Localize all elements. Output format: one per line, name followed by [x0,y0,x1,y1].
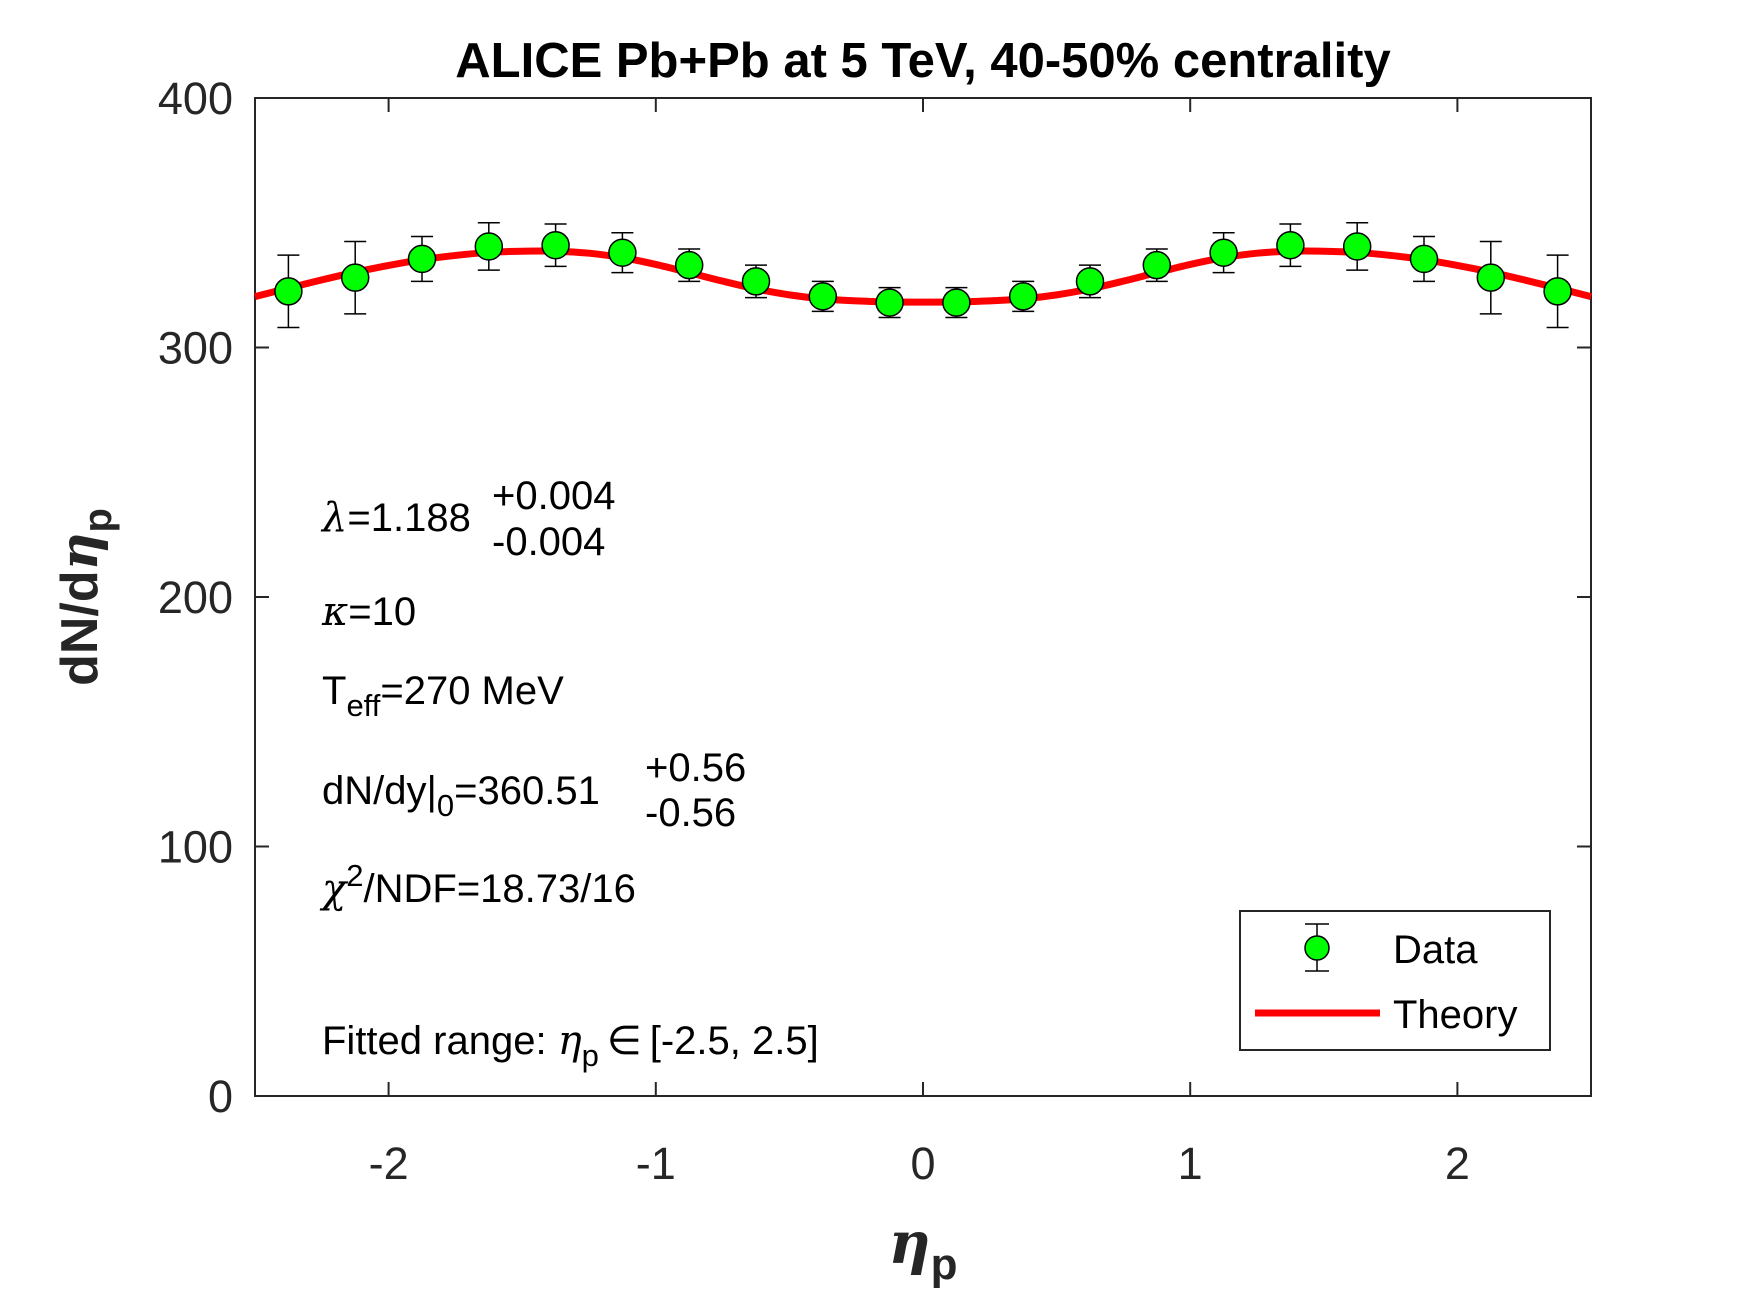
annotation-dndy-sup: +0.56 [645,746,746,790]
data-marker [407,244,437,274]
data-marker [608,238,637,267]
legend-label-data: Data [1393,928,1478,972]
legend-label-theory: Theory [1393,993,1518,1037]
data-point [1342,222,1372,271]
data-point [808,280,838,313]
y-axis-label: dN/dηp [49,508,120,686]
data-point [340,240,370,315]
data-marker [1008,282,1038,311]
y-tick-label: 200 [158,572,233,623]
data-marker [875,288,904,317]
x-axis-label: ηp [888,1209,957,1289]
data-point [1409,235,1439,283]
x-tick-label: 1 [1178,1138,1203,1189]
annotation-kappa: κ=10 [321,589,416,635]
data-marker [1476,263,1506,292]
data-marker [1142,250,1172,280]
data-marker [1543,277,1572,306]
data-point [1209,231,1238,274]
data-marker [541,230,570,260]
annotation-fitted-range: Fitted range: ηp ∈ [-2.5, 2.5] [322,1018,819,1073]
data-marker [1209,238,1238,267]
data-point [875,286,904,319]
annotation-dndy-sub: -0.56 [645,791,736,835]
data-point [1008,280,1038,313]
fit-annotations: λ=1.188 +0.004 -0.004 κ=10 Teff=270 MeV … [319,474,819,1073]
data-marker [1342,232,1372,261]
data-point [1543,254,1572,329]
data-point [674,248,704,283]
annotation-teff: Teff=270 MeV [322,669,564,723]
data-marker [808,282,838,311]
legend: Data Theory [1239,910,1551,1051]
y-tick-label: 300 [158,323,233,374]
data-point [274,254,303,329]
data-point [1476,240,1506,315]
data-marker [741,267,771,296]
legend-box [1239,910,1551,1051]
annotation-chi2: χ2/NDF=18.73/16 [319,858,636,912]
data-marker [1409,244,1439,274]
data-marker [340,263,370,292]
annotation-lambda-sup: +0.004 [492,474,615,518]
y-tick-label: 0 [208,1071,233,1122]
data-marker [1276,230,1305,260]
x-tick-label: 0 [910,1138,935,1189]
data-marker [674,250,704,280]
x-tick-label: -1 [636,1138,676,1189]
data-series [274,222,1572,329]
data-marker [942,288,971,317]
x-tick-label: -2 [369,1138,409,1189]
data-marker [1075,267,1105,296]
data-point [541,223,570,268]
data-point [1276,223,1305,268]
data-point [741,264,771,299]
axis-tick-labels: -2 -1 0 1 2 0 100 200 300 400 [158,73,1470,1189]
legend-marker-data [1304,923,1330,972]
chart-title: ALICE Pb+Pb at 5 TeV, 40-50% centrality [455,34,1390,88]
data-marker [274,277,303,306]
data-point [1142,248,1172,283]
axis-ticks [255,97,1591,1097]
data-marker [474,232,504,261]
annotation-lambda-sub: -0.004 [492,520,605,564]
x-tick-label: 2 [1445,1138,1470,1189]
data-point [474,222,504,271]
data-point [1075,264,1105,299]
y-tick-label: 400 [158,73,233,124]
data-point [942,286,971,319]
data-point [407,235,437,283]
data-point [608,231,637,274]
annotation-dndy: dN/dy|0=360.51 [322,769,600,823]
y-tick-label: 100 [158,822,233,873]
annotation-lambda: λ=1.188 [320,495,471,541]
